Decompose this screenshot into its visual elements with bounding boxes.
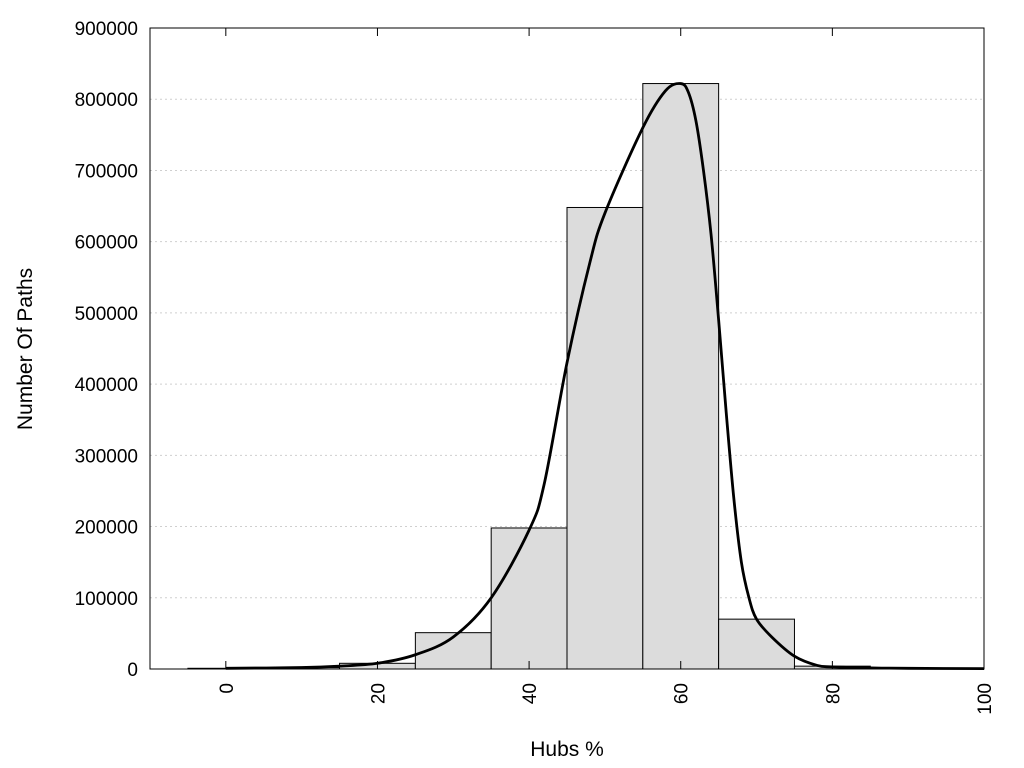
histogram-bar bbox=[642, 83, 720, 670]
fit-curve-line bbox=[225, 82, 985, 671]
x-tick-label: 80 bbox=[823, 683, 844, 704]
histogram-bar bbox=[718, 618, 795, 670]
y-tick-label: 200000 bbox=[75, 518, 138, 539]
y-tick-label: 900000 bbox=[75, 19, 138, 40]
y-tick-label: 300000 bbox=[75, 446, 138, 467]
y-tick-label: 500000 bbox=[75, 304, 138, 325]
y-tick-label: 800000 bbox=[75, 90, 138, 111]
x-axis-title: Hubs % bbox=[530, 738, 604, 761]
histogram-bars bbox=[187, 83, 947, 670]
x-tick-label: 20 bbox=[368, 683, 389, 704]
y-tick-label: 100000 bbox=[75, 589, 138, 610]
x-tick-label: 40 bbox=[520, 683, 541, 704]
y-axis-title: Number Of Paths bbox=[14, 268, 37, 430]
y-axis: 0 100000 200000 300000 400000 500000 600000 700… bbox=[75, 19, 138, 681]
fit-curve-layer bbox=[225, 82, 985, 671]
y-tick-label: 600000 bbox=[75, 233, 138, 254]
histogram-bar bbox=[490, 527, 568, 670]
x-tick-label: 100 bbox=[975, 683, 996, 715]
histogram-bar bbox=[566, 206, 644, 670]
x-tick-label: 60 bbox=[672, 683, 693, 704]
y-tick-label: 0 bbox=[127, 660, 138, 681]
y-tick-label: 700000 bbox=[75, 161, 138, 182]
plot-frame bbox=[149, 27, 985, 670]
x-axis: 0 20 40 60 80 100 bbox=[217, 28, 996, 715]
x-tick-label: 0 bbox=[217, 683, 238, 694]
y-tick-label: 400000 bbox=[75, 375, 138, 396]
